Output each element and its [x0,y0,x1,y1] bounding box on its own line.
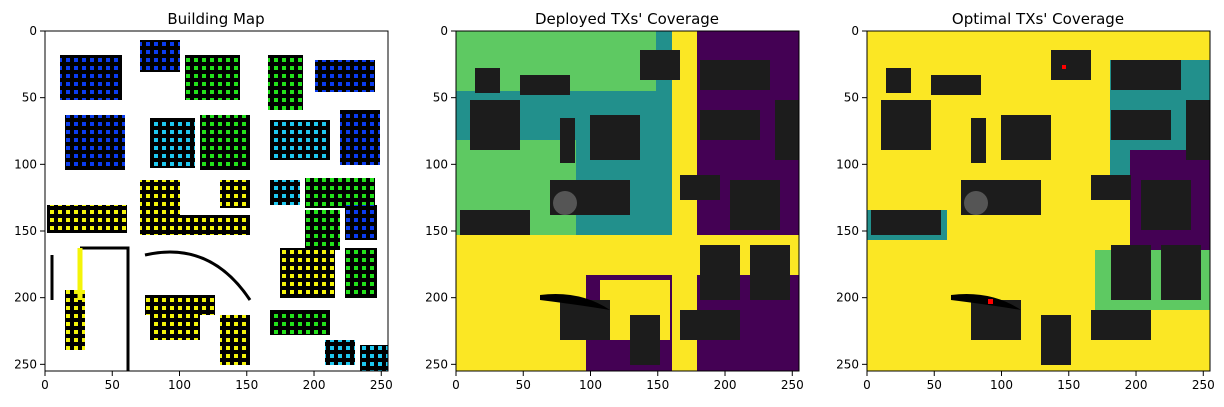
x-tick-label: 250 [370,378,393,392]
y-tick-label: 200 [425,291,448,305]
x-tick-label: 0 [863,378,871,392]
heatmap-image [45,31,388,371]
y-tick-label: 250 [425,357,448,371]
y-tick-label: 0 [440,24,448,38]
panel-title: Building Map [167,10,264,28]
x-tick-label: 250 [1192,378,1215,392]
x-tick-label: 100 [990,378,1013,392]
x-tick-label: 0 [41,378,49,392]
x-tick-label: 150 [1057,378,1080,392]
y-tick-label: 250 [14,357,37,371]
x-axis-ticks: 0 50 100 150 200 250 0 50 100 150 200 250 [836,24,1215,392]
y-tick-label: 150 [14,224,37,238]
panel-title: Optimal TXs' Coverage [952,10,1124,28]
x-tick-label: 50 [516,378,531,392]
x-tick-label: 200 [303,378,326,392]
x-tick-label: 150 [235,378,258,392]
y-tick-label: 50 [22,91,37,105]
x-axis-ticks: 0 50 100 150 200 250 0 50 100 150 200 250 [14,24,393,392]
y-tick-label: 100 [425,157,448,171]
y-tick-label: 0 [29,24,37,38]
x-tick-label: 50 [105,378,120,392]
y-tick-label: 50 [433,91,448,105]
x-axis-ticks: 0 50 100 150 200 250 0 50 100 150 200 250 [425,24,804,392]
y-tick-label: 150 [425,224,448,238]
y-tick-label: 150 [836,224,859,238]
x-tick-label: 200 [1125,378,1148,392]
panel-building-map: Building Map [14,10,393,392]
heatmap-image [867,31,1210,371]
x-tick-label: 200 [714,378,737,392]
axes-frame [455,30,800,372]
x-tick-label: 250 [781,378,804,392]
heatmap-image [456,31,799,371]
x-tick-label: 50 [927,378,942,392]
panel-deployed-coverage: Deployed TXs' Coverage [425,10,804,392]
x-tick-label: 100 [168,378,191,392]
y-tick-label: 250 [836,357,859,371]
y-tick-label: 100 [14,157,37,171]
panel-title: Deployed TXs' Coverage [535,10,719,28]
y-tick-label: 200 [836,291,859,305]
x-tick-label: 100 [579,378,602,392]
panel-optimal-coverage: Optimal TXs' Coverage [836,10,1215,392]
y-tick-label: 0 [851,24,859,38]
axes-frame [44,30,389,372]
axes-frame [866,30,1211,372]
y-tick-label: 100 [836,157,859,171]
x-tick-label: 150 [646,378,669,392]
y-tick-label: 50 [844,91,859,105]
x-tick-label: 0 [452,378,460,392]
y-tick-label: 200 [14,291,37,305]
